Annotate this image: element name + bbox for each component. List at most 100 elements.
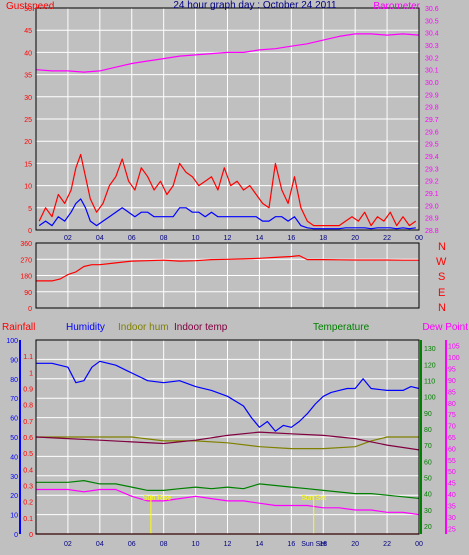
rainfall-tick-label: 1.1 bbox=[23, 354, 33, 361]
baro-tick-label: 30.6 bbox=[425, 6, 439, 13]
indoor-temp-line bbox=[35, 431, 420, 451]
time-tick-label: 10 bbox=[192, 541, 200, 548]
time-tick-label: 14 bbox=[256, 235, 264, 242]
compass-e: E bbox=[438, 287, 445, 299]
gust-tick-label: 50 bbox=[24, 6, 32, 13]
temperature-tick-label: 130 bbox=[424, 346, 436, 353]
sunset-axis-label: Sun Set bbox=[301, 541, 326, 548]
dewpoint-tick-label: 30 bbox=[448, 515, 456, 522]
barometer-axis-label: Barometer bbox=[373, 1, 420, 12]
temperature-tick-label: 100 bbox=[424, 395, 436, 402]
compass-n-bottom: N bbox=[438, 302, 446, 314]
gust-tick-label: 30 bbox=[24, 95, 32, 102]
baro-tick-label: 29.9 bbox=[425, 92, 439, 99]
humidity-tick-label: 40 bbox=[10, 454, 18, 461]
winddir-tick-label: 360 bbox=[20, 241, 32, 248]
temperature-tick-label: 40 bbox=[424, 492, 432, 499]
dewpoint-tick-label: 50 bbox=[448, 469, 456, 476]
time-tick-label: 04 bbox=[96, 541, 104, 548]
baro-tick-label: 29.4 bbox=[425, 154, 439, 161]
humidity-tick-label: 20 bbox=[10, 493, 18, 500]
indoor-temp-label: Indoor temp bbox=[174, 322, 228, 333]
baro-tick-label: 30.4 bbox=[425, 31, 439, 38]
humidity-line bbox=[36, 360, 420, 432]
temperature-line bbox=[36, 480, 420, 499]
humidity-tick-label: 10 bbox=[10, 513, 18, 520]
gust-tick-label: 5 bbox=[28, 206, 32, 213]
baro-tick-label: 30.3 bbox=[425, 43, 439, 50]
dewpoint-tick-label: 105 bbox=[448, 344, 460, 351]
baro-tick-label: 30.0 bbox=[425, 80, 439, 87]
dewpoint-tick-label: 55 bbox=[448, 458, 456, 465]
gust-tick-label: 10 bbox=[24, 184, 32, 191]
time-tick-label: 16 bbox=[287, 235, 295, 242]
sunrise-label: Sun Rise bbox=[143, 495, 172, 502]
barometer-line bbox=[35, 33, 420, 73]
time-tick-label: 10 bbox=[192, 235, 200, 242]
baro-tick-label: 29.0 bbox=[425, 203, 439, 210]
temperature-tick-label: 50 bbox=[424, 475, 432, 482]
rainfall-tick-label: 0.5 bbox=[23, 451, 33, 458]
time-tick-label: 00 bbox=[415, 541, 423, 548]
rainfall-tick-label: 0.7 bbox=[23, 419, 33, 426]
baro-tick-label: 29.6 bbox=[425, 129, 439, 136]
dewpoint-tick-label: 35 bbox=[448, 503, 456, 510]
gust-tick-label: 45 bbox=[24, 28, 32, 35]
dewpoint-tick-label: 80 bbox=[448, 401, 456, 408]
baro-tick-label: 29.7 bbox=[425, 117, 439, 124]
sunset-label: Sun Set bbox=[301, 495, 326, 502]
baro-tick-label: 28.8 bbox=[425, 228, 439, 235]
rainfall-tick-label: 0.4 bbox=[23, 467, 33, 474]
dewpoint-tick-label: 75 bbox=[448, 412, 456, 419]
temperature-tick-label: 20 bbox=[424, 524, 432, 531]
temperature-axis-label: Temperature bbox=[313, 322, 370, 333]
winddir-tick-label: 90 bbox=[24, 290, 32, 297]
rainfall-tick-label: 1 bbox=[29, 370, 33, 377]
time-tick-label: 00 bbox=[415, 235, 423, 242]
time-tick-label: 02 bbox=[64, 235, 72, 242]
time-tick-label: 22 bbox=[383, 541, 391, 548]
rainfall-tick-label: 0.1 bbox=[23, 516, 33, 523]
gustspeed-axis-label: Gustspeed bbox=[6, 1, 54, 12]
temperature-tick-label: 80 bbox=[424, 427, 432, 434]
compass-s: S bbox=[438, 271, 445, 283]
dewpoint-tick-label: 65 bbox=[448, 435, 456, 442]
baro-tick-label: 29.2 bbox=[425, 179, 439, 186]
baro-tick-label: 29.1 bbox=[425, 191, 439, 198]
baro-tick-label: 29.3 bbox=[425, 166, 439, 173]
humidity-tick-label: 60 bbox=[10, 416, 18, 423]
humidity-tick-label: 50 bbox=[10, 435, 18, 442]
dewpoint-tick-label: 70 bbox=[448, 424, 456, 431]
grid-lines bbox=[36, 8, 419, 534]
humidity-axis-label: Humidity bbox=[66, 322, 105, 333]
wind-direction-line bbox=[36, 255, 419, 282]
gust-tick-label: 35 bbox=[24, 73, 32, 80]
dewpoint-tick-label: 85 bbox=[448, 389, 456, 396]
time-tick-label: 04 bbox=[96, 235, 104, 242]
rainfall-tick-label: 0.2 bbox=[23, 500, 33, 507]
indoor-hum-line bbox=[36, 436, 419, 450]
time-tick-label: 20 bbox=[351, 235, 359, 242]
dewpoint-tick-label: 95 bbox=[448, 367, 456, 374]
winddir-tick-label: 180 bbox=[20, 274, 32, 281]
time-tick-label: 22 bbox=[383, 235, 391, 242]
dewpoint-tick-label: 60 bbox=[448, 446, 456, 453]
dewpoint-tick-label: 40 bbox=[448, 492, 456, 499]
compass-w: W bbox=[436, 256, 447, 268]
temperature-tick-label: 90 bbox=[424, 411, 432, 418]
dewpoint-tick-label: 100 bbox=[448, 355, 460, 362]
time-tick-label: 14 bbox=[256, 541, 264, 548]
winddir-tick-label: 0 bbox=[28, 306, 32, 313]
baro-tick-label: 30.5 bbox=[425, 18, 439, 25]
humidity-tick-label: 70 bbox=[10, 396, 18, 403]
temp-plot-frame bbox=[35, 339, 420, 535]
humidity-tick-label: 80 bbox=[10, 377, 18, 384]
time-tick-label: 08 bbox=[160, 235, 168, 242]
gustspeed-line bbox=[38, 153, 417, 227]
baro-tick-label: 29.8 bbox=[425, 105, 439, 112]
rainfall-tick-label: 0.8 bbox=[23, 403, 33, 410]
humidity-tick-label: 100 bbox=[6, 338, 18, 345]
time-tick-label: 06 bbox=[128, 235, 136, 242]
time-tick-label: 16 bbox=[287, 541, 295, 548]
temperature-tick-label: 70 bbox=[424, 443, 432, 450]
